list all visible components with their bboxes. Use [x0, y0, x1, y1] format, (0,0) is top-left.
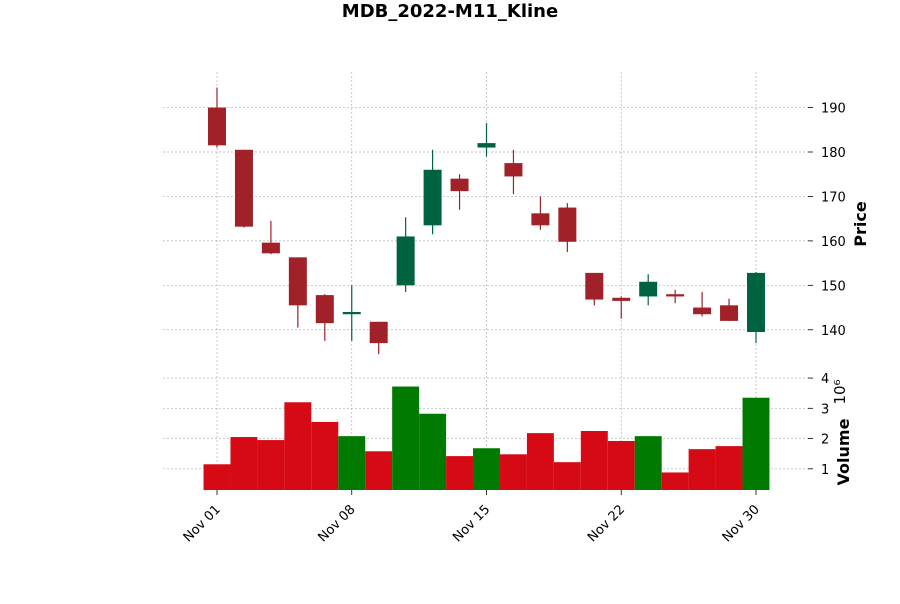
volume-bar	[580, 431, 608, 490]
candle-body	[747, 272, 765, 332]
volume-bar	[553, 462, 581, 490]
candle-body	[612, 297, 631, 301]
candle-body	[315, 295, 334, 324]
volume-bars	[203, 386, 770, 490]
candle-body	[261, 242, 280, 254]
candle-body	[585, 272, 604, 300]
volume-bar	[499, 454, 527, 490]
volume-bar	[473, 448, 500, 490]
price-tick-label: 190	[821, 102, 846, 117]
candle-body	[450, 178, 469, 192]
volume-axis: 1 2 3 4	[808, 372, 829, 478]
candle-body	[369, 321, 388, 344]
volume-bar	[257, 440, 285, 490]
x-tick-label: Nov 08	[315, 502, 358, 545]
volume-multiplier-label: 10⁶	[831, 379, 849, 404]
candle-body	[666, 294, 685, 297]
candle-body	[693, 307, 712, 315]
volume-bar	[688, 449, 716, 490]
volume-tick-label: 3	[821, 402, 829, 417]
price-tick-label: 140	[821, 324, 846, 339]
volume-tick-label: 4	[821, 372, 829, 387]
price-tick-label: 180	[821, 146, 846, 161]
volume-bar	[634, 436, 662, 490]
x-tick-label: Nov 15	[450, 502, 493, 545]
x-tick-label: Nov 01	[181, 502, 224, 545]
price-axis-label: Price	[851, 201, 870, 247]
price-grid	[163, 72, 808, 372]
x-tick-label: Nov 30	[720, 502, 763, 545]
chart-title: MDB_2022-M11_Kline	[342, 1, 558, 22]
price-axis: 140 150 160 170 180 190	[808, 102, 846, 339]
candles	[208, 87, 765, 355]
volume-tick-label: 2	[821, 433, 829, 448]
candle-body	[342, 312, 361, 315]
candle-body	[531, 213, 550, 226]
volume-bar	[230, 437, 258, 490]
volume-bar	[311, 421, 339, 490]
volume-bar	[284, 402, 312, 490]
price-tick-label: 160	[821, 235, 846, 250]
candle-body	[396, 236, 415, 286]
volume-bar	[715, 446, 743, 490]
candle-body	[477, 143, 496, 148]
volume-bar	[607, 440, 635, 490]
candle-body	[558, 207, 577, 242]
volume-axis-label: Volume	[834, 418, 853, 485]
volume-bar	[446, 456, 474, 490]
x-tick-label: Nov 22	[585, 502, 628, 545]
price-tick-label: 150	[821, 279, 846, 294]
volume-bar	[742, 397, 770, 490]
volume-tick-label: 1	[821, 463, 829, 478]
volume-bar	[365, 451, 393, 490]
candle-body	[720, 305, 739, 321]
candle-body	[208, 107, 226, 146]
candle-body	[504, 163, 523, 177]
candle-body	[288, 257, 307, 306]
price-tick-label: 170	[821, 190, 846, 205]
x-axis: Nov 01 Nov 08 Nov 15 Nov 22 Nov 30	[181, 490, 763, 545]
candle-body	[423, 169, 442, 226]
volume-bar	[419, 413, 447, 490]
volume-bar	[526, 433, 554, 490]
volume-bar	[338, 436, 366, 490]
candle-body	[639, 281, 658, 297]
volume-bar	[203, 464, 231, 490]
candle-body	[234, 149, 253, 227]
volume-bar	[661, 472, 689, 490]
volume-bar	[392, 386, 420, 490]
